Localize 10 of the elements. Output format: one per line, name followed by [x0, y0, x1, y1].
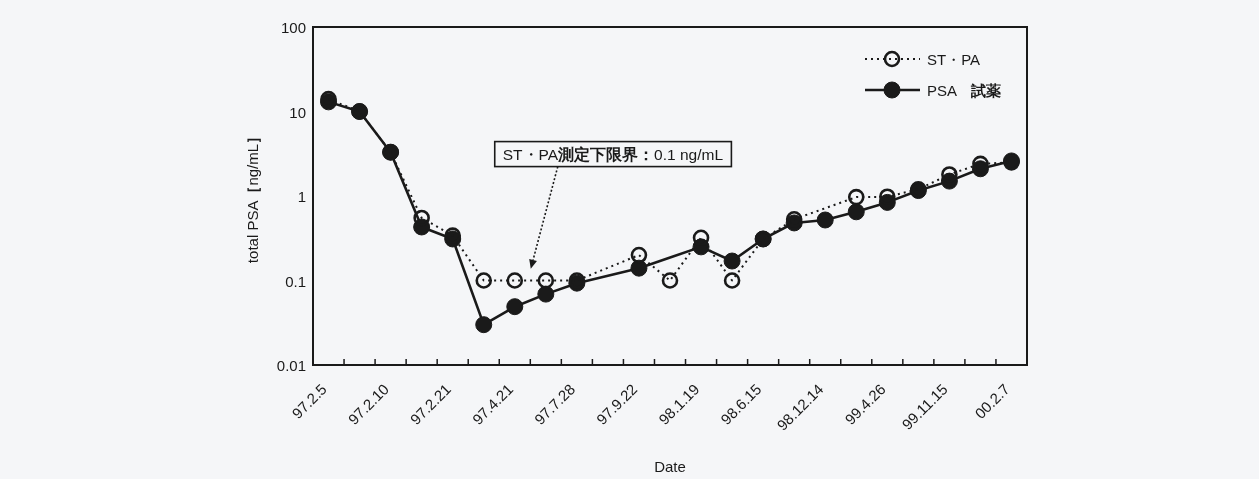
y-tick-label: 1	[297, 187, 306, 205]
annotation: ST・PA測定下限界：0.1 ng/mL	[502, 145, 724, 163]
y-tick-label: 100	[280, 18, 306, 36]
x-axis-title: Date	[654, 457, 686, 475]
legend-label: PSA 試薬	[927, 81, 1002, 99]
legend-label: ST・PA	[927, 50, 981, 68]
y-axis-title: total PSA［ng/mL］	[243, 128, 261, 264]
y-tick-label: 0.1	[285, 272, 306, 289]
y-tick-label: 10	[289, 103, 306, 120]
y-tick-label: 0.01	[276, 356, 306, 374]
